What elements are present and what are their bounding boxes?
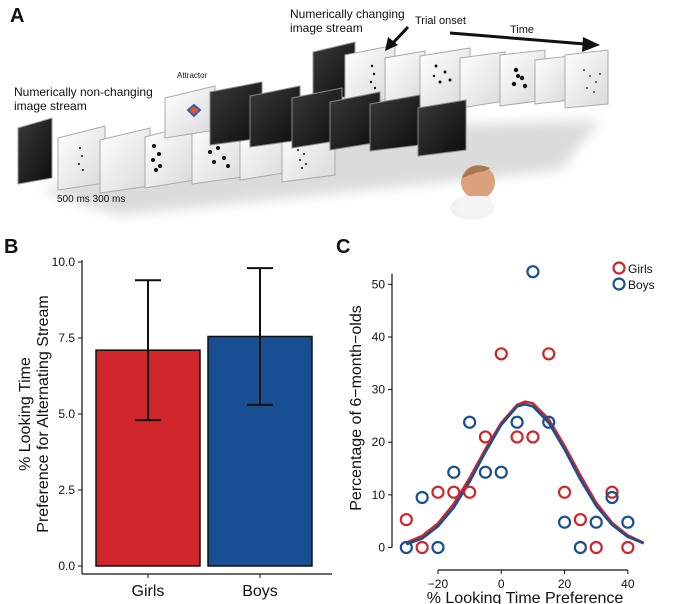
legend-label-girls: Girls <box>628 262 653 276</box>
point-boys <box>399 540 413 555</box>
label-nonchanging-1: Numerically non-changing <box>14 85 153 99</box>
y-tick-label: 20 <box>372 435 386 449</box>
y-tick-label: 30 <box>372 383 386 397</box>
point-girls <box>399 512 413 527</box>
nonchanging-stream <box>17 81 467 194</box>
infant-photo <box>450 165 495 220</box>
point-girls <box>605 485 619 499</box>
y-tick-label: 10 <box>372 488 386 502</box>
y-tick-label: 10.0 <box>52 255 76 269</box>
point-girls <box>431 485 445 499</box>
y-tick-label: 5.0 <box>58 407 75 421</box>
point-girls <box>447 485 461 499</box>
x-tick-label: −20 <box>428 577 449 591</box>
panel-b-letter: B <box>4 236 18 258</box>
time-arrow <box>449 31 586 46</box>
point-boys <box>573 540 587 555</box>
label-durations: 500 ms 300 ms <box>57 194 125 205</box>
point-boys <box>605 490 619 505</box>
x-tick-label: 0 <box>498 577 505 591</box>
y-tick-label: 50 <box>372 277 386 291</box>
point-girls <box>415 540 429 555</box>
point-girls <box>478 430 493 444</box>
point-boys <box>510 415 524 429</box>
y-tick-label: 0 <box>378 540 385 554</box>
x-tick-label: 40 <box>621 577 635 591</box>
label-nonchanging-2: image stream <box>14 99 87 113</box>
point-boys <box>415 490 429 505</box>
fit-curve-girls <box>405 400 645 544</box>
y-tick-label: 40 <box>372 330 386 344</box>
legend-marker-boys <box>612 277 626 291</box>
bar-chart: 0.0 2.5 5.0 7.5 10.0 Girls Boys % Looking Time P… <box>17 255 332 600</box>
fit-curve-boys <box>405 403 645 546</box>
stream-screen <box>459 51 506 109</box>
stream-screen-dark <box>369 94 421 152</box>
stream-screen-dark <box>417 99 467 157</box>
point-girls <box>510 430 524 444</box>
stream-screen <box>57 125 106 191</box>
label-attractor: Attractor <box>177 71 208 80</box>
time-arrowhead <box>582 37 600 52</box>
point-girls <box>557 485 572 499</box>
x-tick-label: Girls <box>132 583 165 600</box>
point-boys <box>463 415 477 429</box>
legend-marker-girls <box>612 261 626 275</box>
attractor-icon <box>186 103 202 118</box>
stream-screen <box>99 127 151 194</box>
y-tick-label: 7.5 <box>58 331 75 345</box>
point-boys <box>526 265 540 279</box>
y-axis-label: % Looking Time <box>17 357 34 471</box>
stream-screen-dark <box>17 117 53 185</box>
x-tick-label: 20 <box>558 577 572 591</box>
trial-onset-arrow <box>390 25 410 46</box>
panel-a-letter: A <box>10 5 24 27</box>
point-girls <box>621 540 635 555</box>
label-trial-onset: Trial onset <box>415 15 466 27</box>
point-boys <box>447 465 461 479</box>
stream-screen <box>564 49 609 109</box>
panel-a: A <box>10 5 609 220</box>
panel-c: C 0 10 20 30 40 50 −20 0 20 40 Girls Boys % Looking … <box>336 236 655 604</box>
label-changing-2: image stream <box>290 21 363 35</box>
point-girls <box>542 347 556 361</box>
point-boys <box>478 465 493 479</box>
label-changing-1: Numerically changing <box>290 7 405 21</box>
x-axis-label: % Looking Time Preference <box>427 590 624 604</box>
point-boys <box>589 515 603 529</box>
changing-stream <box>312 41 609 110</box>
y-axis-label: Preference for Alternating Stream <box>35 295 52 532</box>
label-time: Time <box>510 24 534 36</box>
point-boys <box>542 415 556 429</box>
trial-onset-arrowhead <box>385 37 398 51</box>
point-boys <box>557 515 572 529</box>
y-tick-label: 0.0 <box>58 559 75 573</box>
x-tick-label: Boys <box>242 583 278 600</box>
point-girls <box>463 485 477 499</box>
point-boys <box>431 540 445 555</box>
point-boys <box>621 515 635 529</box>
point-girls <box>573 512 587 527</box>
y-tick-label: 2.5 <box>58 483 75 497</box>
panel-c-letter: C <box>336 236 350 258</box>
y-axis-label: Percentage of 6−month−olds <box>348 305 365 510</box>
point-girls <box>589 540 603 555</box>
point-girls <box>494 347 508 361</box>
legend-label-boys: Boys <box>628 278 655 292</box>
point-boys <box>494 465 508 479</box>
point-girls <box>526 430 540 444</box>
panel-b: B 0.0 2.5 5.0 7.5 10.0 Girls Boys % Looking Tim… <box>4 236 332 600</box>
scatter-chart: 0 10 20 30 40 50 −20 0 20 40 Girls Boys % Looking Ti… <box>348 261 655 604</box>
